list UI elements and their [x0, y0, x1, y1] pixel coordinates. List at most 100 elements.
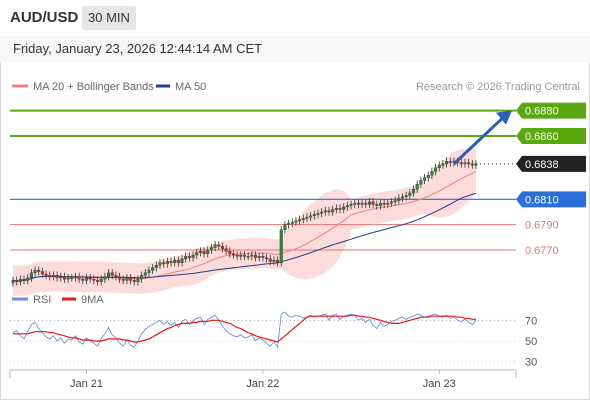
- candle-bull: [342, 206, 346, 210]
- legend-ma20-label: MA 20 + Bollinger Bands: [33, 81, 154, 93]
- candle-bear: [261, 256, 265, 258]
- candle-bull: [206, 249, 210, 254]
- legend-ma50-label: MA 50: [175, 81, 206, 93]
- candle-bull: [125, 277, 129, 281]
- candle-bear: [459, 162, 463, 165]
- candle-bull: [320, 211, 324, 214]
- candle-bear: [338, 207, 342, 210]
- level-label-text: 0.6790: [525, 220, 559, 232]
- candle-bull: [184, 256, 188, 260]
- candle-bear: [375, 204, 379, 206]
- candle-bear: [15, 280, 19, 282]
- candle-bull: [59, 276, 63, 279]
- legend-9ma-label: 9MA: [81, 294, 104, 306]
- candle-bull: [441, 163, 445, 166]
- candle-bull: [279, 229, 283, 263]
- level-label-text: 0.6860: [525, 131, 559, 143]
- forecast-arrow: [452, 110, 512, 165]
- candle-bear: [22, 278, 26, 281]
- credit-text: Research © 2026 Trading Central: [416, 81, 580, 93]
- candle-bear: [77, 276, 81, 280]
- time-tick-label: Jan 23: [423, 378, 456, 390]
- candle-bull: [378, 202, 382, 206]
- timestamp-bar: [0, 36, 590, 62]
- candle-bull: [29, 272, 33, 279]
- candle-bull: [312, 214, 316, 217]
- candle-bull: [140, 275, 144, 280]
- candle-bull: [345, 205, 349, 208]
- candle-bull: [51, 275, 55, 277]
- candle-bear: [162, 262, 166, 265]
- candle-bull: [246, 256, 250, 258]
- candle-bull: [331, 209, 335, 213]
- candle-bear: [467, 162, 471, 165]
- candle-bear: [382, 202, 386, 205]
- candle-bull: [143, 272, 147, 276]
- candle-bull: [434, 167, 438, 172]
- rsi-lines: [12, 311, 477, 349]
- candle-bear: [129, 277, 133, 281]
- candle-bull: [309, 215, 313, 218]
- time-axis: Jan 21 Jan 22 Jan 23: [70, 370, 456, 390]
- candle-bull: [423, 177, 427, 181]
- candle-bull: [401, 196, 405, 199]
- rsi-tick-label: 50: [525, 336, 537, 348]
- candle-bear: [121, 278, 125, 281]
- level-label-text: 0.6810: [525, 194, 559, 206]
- candle-bull: [287, 223, 291, 225]
- rsi-9ma-line: [13, 314, 476, 343]
- candle-bear: [110, 272, 114, 276]
- header-bar: AUD/USD 30 MIN: [0, 0, 590, 36]
- candle-bull: [26, 277, 30, 281]
- candle-bull: [290, 221, 294, 224]
- candle-bull: [180, 258, 184, 263]
- candle-bear: [220, 245, 224, 249]
- candle-bull: [165, 261, 169, 265]
- candle-bull: [294, 220, 298, 223]
- candle-bull: [349, 204, 353, 206]
- candle-bear: [55, 275, 59, 279]
- candle-bull: [33, 270, 37, 273]
- candle-bull: [84, 277, 88, 281]
- candle-bear: [44, 273, 48, 276]
- rsi-tick-label: 70: [525, 315, 537, 327]
- candle-bull: [393, 200, 397, 203]
- candle-bull: [73, 276, 77, 279]
- candle-bull: [334, 207, 338, 210]
- candle-bear: [132, 280, 136, 282]
- candle-bull: [389, 201, 393, 204]
- candle-bull: [239, 254, 243, 257]
- level-label-bg: [516, 191, 586, 208]
- candle-bear: [81, 278, 85, 281]
- level-label-text: 0.6838: [525, 159, 559, 171]
- candle-bull: [11, 280, 15, 284]
- candle-bull: [408, 192, 412, 196]
- candle-bull: [404, 195, 408, 198]
- candle-bull: [323, 210, 327, 213]
- candle-bear: [88, 277, 92, 280]
- candle-bull: [107, 272, 111, 277]
- level-label-text: 0.6770: [525, 245, 559, 257]
- timeframe-badge[interactable]: 30 MIN: [82, 6, 136, 30]
- candle-bull: [283, 224, 287, 230]
- rsi-line: [12, 311, 477, 349]
- candle-bear: [231, 253, 235, 256]
- candle-bull: [367, 201, 371, 205]
- candle-bear: [176, 259, 180, 263]
- candle-bull: [412, 188, 416, 194]
- candle-bull: [213, 244, 217, 248]
- candle-bear: [242, 254, 246, 257]
- candle-bear: [92, 278, 96, 281]
- candle-bear: [40, 271, 44, 275]
- level-label-bg: [516, 102, 586, 119]
- candle-bear: [217, 244, 221, 247]
- candle-bull: [305, 216, 309, 219]
- forecast-arrow-head: [496, 110, 512, 125]
- candle-bull: [445, 161, 449, 165]
- candle-bull: [191, 254, 195, 258]
- candle-bear: [268, 258, 272, 262]
- price-levels: [10, 109, 516, 251]
- candle-bull: [360, 202, 364, 205]
- candle-bear: [364, 202, 368, 205]
